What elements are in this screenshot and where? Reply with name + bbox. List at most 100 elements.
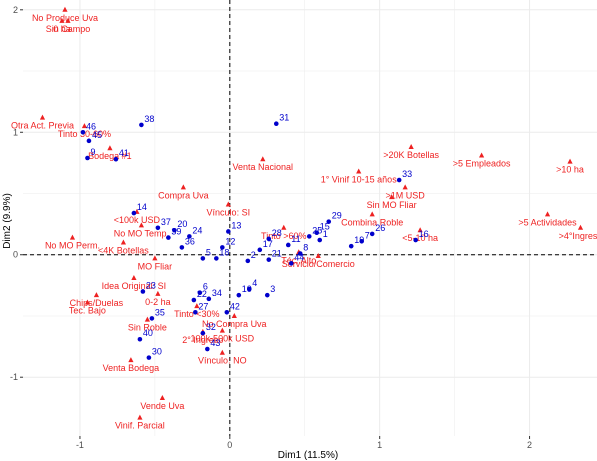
category-point: [417, 227, 423, 233]
category-label: 0-2 ha: [145, 297, 171, 307]
category-label: >1M USD: [386, 190, 426, 200]
category-point: [138, 222, 144, 228]
category-label: >10 ha: [556, 165, 584, 175]
individual-point: [172, 227, 177, 233]
category-point: [137, 414, 143, 420]
individual-point: [191, 297, 197, 303]
individual-label: 9: [90, 147, 95, 157]
individual-point: [273, 121, 279, 126]
category-point: [81, 123, 88, 129]
category-label: Venta Bodega: [103, 363, 160, 373]
individual-point: [226, 229, 231, 234]
individual-label: 28: [272, 228, 282, 238]
individual-label: 25: [312, 225, 322, 235]
category-label: Vínculo: NO: [198, 356, 247, 366]
individual-point: [206, 296, 212, 302]
individual-label: 33: [402, 169, 412, 179]
individual-point: [314, 230, 320, 235]
individual-point: [193, 310, 198, 315]
individual-label: 41: [119, 148, 129, 158]
category-label: Tec. Bajo: [69, 306, 106, 316]
individual-label: 29: [332, 211, 342, 221]
reference-lines: [23, 0, 597, 436]
category-point: [144, 316, 150, 322]
individual-point: [155, 225, 161, 231]
category-point: [128, 357, 134, 363]
individual-label: 20: [177, 219, 187, 229]
individual-label: 42: [230, 301, 240, 311]
individual-point: [266, 257, 272, 262]
individual-label: 16: [419, 229, 429, 239]
category-point: [180, 184, 186, 190]
individual-point: [137, 336, 143, 342]
category-point: [408, 143, 414, 149]
individual-label: 4: [252, 278, 257, 288]
individual-label: 34: [212, 288, 222, 298]
individual-label: 8: [303, 243, 308, 253]
y-tick-label: 2: [13, 5, 18, 15]
individual-label: 40: [143, 328, 153, 338]
individual-point: [359, 238, 365, 244]
x-axis-title: Dim1 (11.5%): [278, 450, 338, 461]
category-point: [69, 234, 76, 240]
individual-label: 17: [263, 239, 273, 249]
category-label: <4K Botellas: [98, 245, 149, 255]
category-label: No Produce Uva: [32, 13, 98, 23]
category-point: [159, 395, 165, 401]
category-point: [39, 114, 46, 120]
individual-label: 10: [242, 284, 252, 294]
individual-label: 1: [323, 229, 328, 239]
individual-point: [131, 210, 137, 216]
individual-point: [140, 289, 146, 294]
individual-label: 2: [251, 250, 256, 260]
individual-label: 26: [375, 223, 385, 233]
category-label: Vende Uva: [140, 401, 184, 411]
individual-label: 37: [161, 217, 171, 227]
category-label: Sin Campo: [46, 24, 91, 34]
individual-point: [205, 346, 210, 352]
individual-point: [85, 155, 90, 161]
y-axis-title: Dim2 (9.9%): [2, 193, 13, 249]
category-point: [544, 211, 551, 217]
category-label: 100k-500k USD: [191, 334, 255, 344]
category-point: [567, 158, 573, 164]
individual-label: 43: [210, 338, 220, 348]
individual-label: 30: [152, 347, 162, 357]
individual-label: 22: [197, 289, 207, 299]
individual-point: [197, 290, 203, 296]
individual-point: [166, 235, 171, 240]
individual-label: 19: [354, 235, 364, 245]
category-label: Vínculo: SI: [207, 208, 251, 218]
individual-label: 45: [92, 130, 102, 140]
individual-point: [247, 286, 252, 292]
y-tick-label: 1: [13, 127, 18, 137]
category-point: [59, 17, 65, 23]
category-point: [315, 252, 321, 258]
x-tick-label: -1: [76, 440, 84, 450]
individual-label: 44: [294, 252, 304, 262]
category-point: [260, 156, 266, 162]
category-label: Sin Roble: [128, 323, 167, 333]
category-point: [389, 194, 395, 200]
individual-point: [200, 330, 206, 336]
category-label: MO Fliar: [138, 261, 173, 271]
category-label: Combina Roble: [341, 217, 403, 227]
category-label: Servicio/Comercio: [282, 259, 355, 269]
individual-point: [214, 256, 219, 261]
category-label: No MO Perm.: [45, 241, 100, 251]
category-label: No MO Temp.: [114, 228, 169, 238]
individual-label: 6: [203, 282, 208, 292]
category-label: Otra Act. Previa: [11, 121, 74, 131]
category-label: Tinto >60%: [261, 231, 306, 241]
category-point: [402, 184, 408, 190]
individual-point: [396, 177, 402, 183]
individual-point: [179, 245, 185, 250]
category-point: [65, 17, 71, 23]
category-label: 0 ha: [53, 24, 71, 34]
category-label: <5-10 ha: [402, 233, 438, 243]
category-point: [62, 6, 68, 12]
individual-point: [146, 355, 152, 360]
category-point: [93, 292, 100, 298]
